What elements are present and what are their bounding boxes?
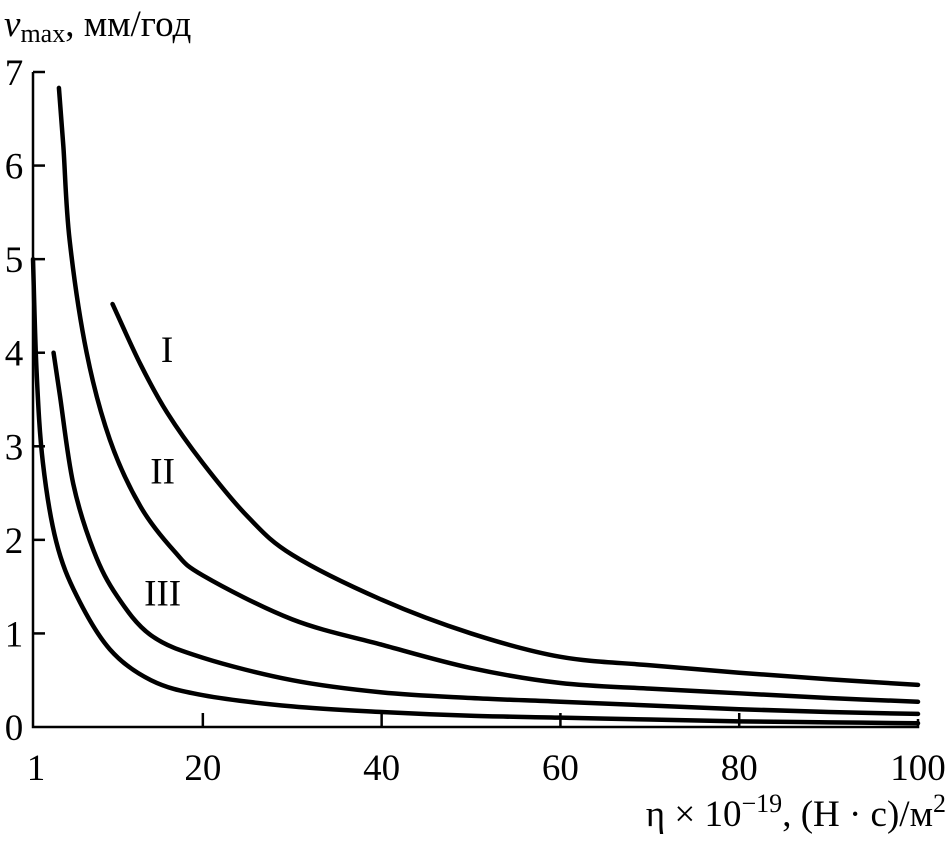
x-axis-title: η × 10−19, (Н · с)/м2 [646, 789, 946, 835]
series-line-I [110, 301, 921, 688]
y-axis-title: vmax, мм/год [4, 4, 191, 48]
y-tick-label: 5 [5, 240, 24, 281]
x-tick-label: 100 [890, 748, 946, 789]
y-tick-label: 3 [5, 427, 24, 468]
y-tick-label: 2 [5, 521, 24, 562]
x-tick-label: 20 [184, 748, 221, 789]
curve-label: I [161, 330, 173, 371]
y-tick-label: 4 [5, 334, 24, 375]
y-axis-var: v [4, 4, 21, 45]
x-tick-label: 1 [27, 748, 46, 789]
x-axis-unit: , (Н · с)/м [782, 794, 933, 835]
y-tick-label: 6 [5, 147, 24, 188]
curve-label: III [144, 573, 181, 614]
axes [31, 72, 920, 729]
curve-label: II [150, 452, 175, 493]
axis-lines [31, 72, 920, 729]
series-line-III [51, 350, 921, 717]
x-tick-label: 60 [542, 748, 579, 789]
y-tick-label: 0 [5, 708, 24, 749]
x-axis-sup: −19 [742, 789, 783, 818]
y-axis-sub: max [20, 19, 65, 48]
x-axis-main: η × 10 [646, 794, 742, 835]
x-axis-unit-sup: 2 [933, 789, 946, 818]
x-tick-label: 40 [363, 748, 400, 789]
series-line-II [56, 85, 921, 704]
y-tick-label: 7 [5, 53, 24, 94]
series-line-unlabeled [30, 256, 921, 726]
y-axis-unit: , мм/год [65, 4, 191, 45]
y-tick-label: 1 [5, 614, 24, 655]
x-tick-label: 80 [721, 748, 758, 789]
curves [30, 85, 921, 726]
